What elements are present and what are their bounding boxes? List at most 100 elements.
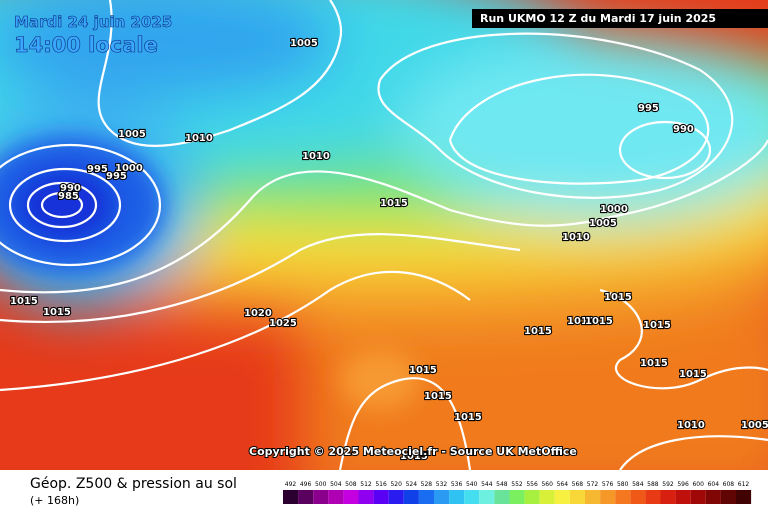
legend-label: 588 — [647, 481, 659, 488]
legend-label: 540 — [466, 481, 478, 488]
legend-swatch — [449, 490, 465, 504]
isobar-label: 995 — [106, 171, 127, 182]
legend-label: 492 — [285, 481, 297, 488]
isobar-label: 1015 — [454, 412, 482, 423]
legend-label: 564 — [557, 481, 569, 488]
isobar-label: 1005 — [290, 38, 318, 49]
isobar-label: 1015 — [424, 391, 452, 402]
legend-swatch — [736, 490, 752, 504]
legend-label: 576 — [602, 481, 614, 488]
legend-swatch — [630, 490, 646, 504]
isobar-label: 1025 — [269, 318, 297, 329]
isobar-label: 1010 — [185, 133, 213, 144]
isobar-label: 1010 — [302, 151, 330, 162]
legend-swatch — [358, 490, 374, 504]
legend-label: 520 — [390, 481, 402, 488]
isobar-label: 1005 — [589, 218, 617, 229]
isobar-label: 1015 — [400, 451, 428, 462]
legend-swatch — [585, 490, 601, 504]
isobar-label: 985 — [58, 191, 79, 202]
footer-title: Géop. Z500 & pression au sol — [30, 476, 237, 492]
legend-swatch — [600, 490, 616, 504]
isobar-label: 995 — [638, 103, 659, 114]
legend-swatch — [479, 490, 495, 504]
legend-label: 536 — [451, 481, 463, 488]
legend-label: 560 — [541, 481, 553, 488]
isobar-label: 1015 — [43, 307, 71, 318]
isobar-label: 1015 — [524, 326, 552, 337]
legend-swatch — [705, 490, 721, 504]
isobar-label: 990 — [60, 183, 81, 194]
legend-label: 508 — [345, 481, 357, 488]
legend-swatch — [509, 490, 525, 504]
legend-swatch — [690, 490, 706, 504]
footer-lead: (+ 168h) — [30, 494, 79, 507]
isobar-label: 1015 — [380, 198, 408, 209]
legend-swatch — [464, 490, 480, 504]
field — [0, 0, 768, 470]
legend-swatch — [675, 490, 691, 504]
legend: 492 496 500 504 508 512 516 520 524 528 532 536 540 5… — [283, 481, 752, 504]
isobars — [0, 0, 768, 470]
legend-label: 592 — [662, 481, 674, 488]
isobar-label: 1005 — [741, 420, 768, 431]
legend-label: 532 — [436, 481, 448, 488]
isobar-label: 1015 — [643, 320, 671, 331]
legend-swatch — [660, 490, 676, 504]
legend-label: 584 — [632, 481, 644, 488]
legend-swatch — [569, 490, 585, 504]
legend-swatch — [418, 490, 434, 504]
legend-label: 512 — [360, 481, 372, 488]
legend-label: 552 — [511, 481, 523, 488]
legend-label: 580 — [617, 481, 629, 488]
legend-swatch — [403, 490, 419, 504]
legend-swatch — [283, 490, 299, 504]
legend-swatch — [645, 490, 661, 504]
legend-label: 596 — [677, 481, 689, 488]
legend-swatch — [615, 490, 631, 504]
run-text: Run UKMO 12 Z du Mardi 17 juin 2025 — [480, 12, 716, 25]
legend-label: 500 — [315, 481, 327, 488]
legend-swatch — [298, 490, 314, 504]
isobar-label: 1000 — [600, 204, 628, 215]
legend-label: 608 — [723, 481, 735, 488]
isobar-label: 995 — [87, 164, 108, 175]
legend-label: 516 — [375, 481, 387, 488]
legend-label: 528 — [421, 481, 433, 488]
legend-swatch — [373, 490, 389, 504]
legend-label: 612 — [738, 481, 750, 488]
legend-label: 600 — [692, 481, 704, 488]
legend-label: 504 — [330, 481, 342, 488]
legend-swatch — [388, 490, 404, 504]
isobar-label: 1010 — [677, 420, 705, 431]
legend-label: 572 — [587, 481, 599, 488]
legend-label: 544 — [481, 481, 493, 488]
isobar-label: 990 — [673, 124, 694, 135]
isobar-label: 1015 — [679, 369, 707, 380]
isobar-label: 1015 — [604, 292, 632, 303]
isobar-label: 1015 — [585, 316, 613, 327]
legend-label: 496 — [300, 481, 312, 488]
isobar-label: 1010 — [567, 316, 595, 327]
legend-label: 604 — [708, 481, 720, 488]
isobar-label: 1005 — [118, 129, 146, 140]
legend-swatch — [524, 490, 540, 504]
date: Mardi 24 juin 2025 — [14, 13, 172, 31]
legend-swatch — [434, 490, 450, 504]
run-box — [472, 9, 768, 28]
legend-swatch — [328, 490, 344, 504]
legend-swatch — [539, 490, 555, 504]
legend-label: 524 — [406, 481, 418, 488]
isobar-label: 1015 — [640, 358, 668, 369]
copyright: Copyright © 2025 Meteociel.fr - Source U… — [249, 445, 577, 458]
legend-label: 548 — [496, 481, 508, 488]
isobar-label: 1000 — [115, 163, 143, 174]
isobar-label: 1015 — [10, 296, 38, 307]
legend-label: 568 — [572, 481, 584, 488]
legend-swatch — [720, 490, 736, 504]
legend-swatch — [313, 490, 329, 504]
isobar-label: 1020 — [244, 308, 272, 319]
